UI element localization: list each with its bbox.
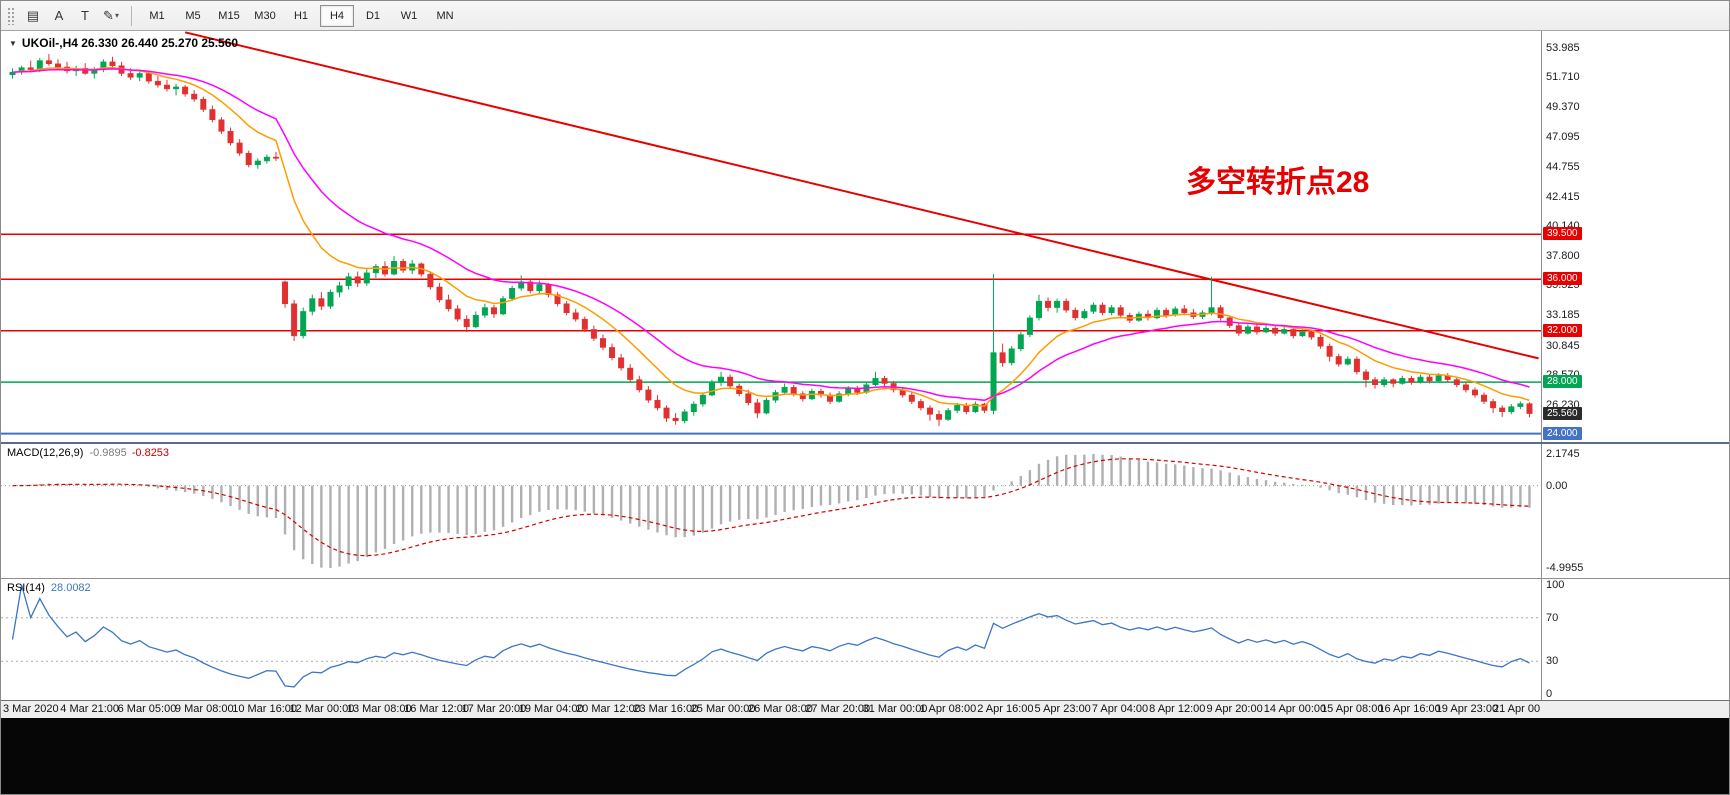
time-axis-label: 25 Mar 00:00 <box>690 703 756 715</box>
rsi-plot-svg[interactable] <box>1 579 1541 700</box>
price-badge-25.560: 25.560 <box>1543 406 1582 420</box>
time-axis-label: 19 Apr 23:00 <box>1435 703 1499 715</box>
price-tick: 44.755 <box>1546 160 1580 173</box>
rsi-axis-label: 30 <box>1546 655 1559 668</box>
main-plot[interactable] <box>1 31 1541 442</box>
macd-panel: 2.1745 0.00 -4.9955 MACD(12,26,9) -0.9895 -0… <box>1 444 1729 579</box>
price-tick: 49.370 <box>1546 101 1580 114</box>
price-tick: 33.185 <box>1546 309 1580 322</box>
macd-axis-label: -4.9955 <box>1546 562 1584 574</box>
price-tick: 42.415 <box>1546 190 1580 203</box>
rsi-plot[interactable] <box>1 579 1541 700</box>
chart-annotation-text: 多空转折点28 <box>1186 166 1370 199</box>
price-badge-32.000: 32.000 <box>1543 323 1582 337</box>
bottom-black-bar <box>1 718 1729 794</box>
time-axis-label: 7 Apr 04:00 <box>1091 703 1149 715</box>
rsi-panel: 100 70 30 0 RSI(14) 28.0082 <box>1 579 1729 701</box>
time-axis-label: 13 Mar 08:00 <box>346 703 412 715</box>
time-axis-label: 16 Apr 16:00 <box>1378 703 1441 715</box>
time-axis-label: 8 Apr 12:00 <box>1149 703 1206 715</box>
time-axis-panel: 3 Mar 2020 4 Mar 21:00 6 Mar 05:00 9 Mar 08… <box>1 701 1729 718</box>
macd-axis-label: 0.00 <box>1546 479 1568 492</box>
macd-axis-label: 2.1745 <box>1546 448 1580 460</box>
time-axis-label: 9 Mar 08:00 <box>174 703 234 715</box>
draw-tools-icon[interactable]: ✎ ▾ <box>103 7 119 23</box>
chart-area: 53.985 51.710 49.370 47.095 44.755 42.415 40.1… <box>1 31 1729 718</box>
rsi-line <box>11 584 1530 688</box>
price-axis: 53.985 51.710 49.370 47.095 44.755 42.415 40.1… <box>1541 31 1729 442</box>
descending-trendline[interactable] <box>184 31 1539 360</box>
time-axis-label: 16 Mar 12:00 <box>404 703 469 715</box>
price-badge-39.500: 39.500 <box>1543 227 1582 241</box>
price-tick: 30.845 <box>1546 339 1580 352</box>
tool-buttons: ▤ A T ✎ ▾ <box>20 4 124 28</box>
main-chart-panel: 53.985 51.710 49.370 47.095 44.755 42.415 40.1… <box>1 31 1729 444</box>
time-axis-corner <box>1541 701 1729 718</box>
macd-plot[interactable] <box>1 444 1541 578</box>
chart-grip-icon[interactable]: ▤ <box>26 7 40 23</box>
macd-histogram <box>20 454 1531 568</box>
main-plot-svg[interactable] <box>1 31 1541 442</box>
timeframe-d1-button[interactable]: D1 <box>365 9 381 22</box>
time-axis-label: 12 Mar 00:00 <box>289 703 355 715</box>
timeframe-mn-button[interactable]: MN <box>436 9 454 22</box>
chart-title: ▼ UKOil-,H4 26.330 26.440 25.270 25.560 <box>9 36 238 50</box>
price-tick: 53.985 <box>1546 41 1580 54</box>
rsi-axis-label: 70 <box>1546 611 1559 624</box>
text-tool-icon[interactable]: T <box>81 8 89 23</box>
toolbar-grip-icon[interactable] <box>7 6 16 25</box>
time-axis-label: 23 Mar 16:00 <box>633 703 699 715</box>
price-tick: 37.800 <box>1546 250 1580 263</box>
time-axis-label: 31 Mar 00:00 <box>862 703 928 715</box>
price-badge-28.000: 28.000 <box>1543 375 1582 389</box>
dropdown-caret-icon: ▾ <box>114 11 119 20</box>
time-axis-label: 17 Mar 20:00 <box>461 703 527 715</box>
price-badge-24.000: 24.000 <box>1543 426 1582 440</box>
text-label-icon[interactable]: A <box>54 8 64 23</box>
time-axis-label: 20 Mar 12:00 <box>576 703 641 715</box>
macd-signal-line <box>12 458 1530 557</box>
time-axis-label: 5 Apr 23:00 <box>1034 703 1091 715</box>
rsi-axis: 100 70 30 0 <box>1541 579 1729 700</box>
time-axis-label: 21 Apr 00:00 <box>1493 703 1556 715</box>
symbol-ohlc-title: UKOil-,H4 26.330 26.440 25.270 25.560 <box>21 36 239 50</box>
rsi-label: RSI(14) 28.0082 <box>7 582 91 594</box>
time-axis-label: 10 Mar 16:00 <box>232 703 298 715</box>
price-badge-36.000: 36.000 <box>1543 272 1582 286</box>
time-axis-label: 14 Apr 00:00 <box>1263 703 1327 715</box>
candles-series <box>9 54 1533 426</box>
timeframe-m1-button[interactable]: M1 <box>149 9 165 22</box>
toolbar: ▤ A T ✎ ▾ M1 M5 M15 M30 H1 H4 D1 W1 MN <box>1 1 1729 31</box>
ma-10-line <box>12 66 1530 407</box>
timeframe-m15-button[interactable]: M15 <box>218 9 240 22</box>
time-axis-labels: 3 Mar 2020 4 Mar 21:00 6 Mar 05:00 9 Mar 08… <box>1 701 1555 718</box>
time-axis-label: 3 Mar 2020 <box>3 703 59 715</box>
time-axis-label: 26 Mar 08:00 <box>748 703 813 715</box>
time-axis-label: 2 Apr 16:00 <box>977 703 1034 715</box>
time-axis-label: 4 Mar 21:00 <box>60 703 119 715</box>
toolbar-separator <box>131 5 132 26</box>
timeframe-buttons: M1 M5 M15 M30 H1 H4 D1 W1 MN <box>139 4 463 27</box>
chart-dropdown-icon[interactable]: ▼ <box>9 38 17 48</box>
timeframe-w1-button[interactable]: W1 <box>400 9 418 22</box>
macd-plot-svg[interactable] <box>1 444 1541 578</box>
timeframe-h1-button[interactable]: H1 <box>293 9 309 22</box>
ma-21-line <box>12 68 1530 402</box>
time-axis-label: 9 Apr 20:00 <box>1206 703 1263 715</box>
price-tick: 51.710 <box>1546 71 1580 84</box>
time-axis-label: 19 Mar 04:00 <box>518 703 584 715</box>
price-tick: 47.095 <box>1546 130 1580 143</box>
time-axis-label: 27 Mar 20:00 <box>805 703 871 715</box>
rsi-axis-label: 0 <box>1546 688 1553 700</box>
timeframe-m30-button[interactable]: M30 <box>254 9 276 22</box>
time-axis-label: 6 Mar 05:00 <box>117 703 177 715</box>
macd-label: MACD(12,26,9) -0.9895 -0.8253 <box>7 447 170 459</box>
rsi-axis-label: 100 <box>1546 579 1565 591</box>
macd-axis: 2.1745 0.00 -4.9955 <box>1541 444 1729 578</box>
timeframe-h4-button[interactable]: H4 <box>320 4 354 27</box>
time-axis-label: 1 Apr 08:00 <box>919 703 977 715</box>
time-axis-label: 15 Apr 08:00 <box>1321 703 1384 715</box>
timeframe-m5-button[interactable]: M5 <box>185 9 201 22</box>
